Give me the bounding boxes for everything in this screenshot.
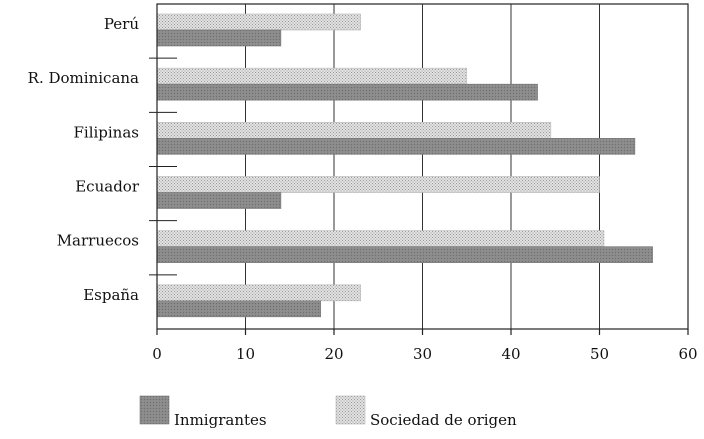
bar-sociedad-de-origen (156, 122, 552, 139)
bars (156, 13, 653, 318)
category-label: Filipinas (73, 123, 139, 141)
grid-lines (245, 4, 600, 329)
legend-label-sociedad-de-origen: Sociedad de origen (370, 411, 517, 429)
bar-sociedad-de-origen (156, 230, 605, 247)
x-tick-label: 10 (236, 345, 255, 363)
bar-sociedad-de-origen (156, 67, 468, 85)
legend-swatch-sociedad-de-origen (335, 395, 366, 425)
legend-label-inmigrantes: Inmigrantes (174, 411, 267, 429)
bar-inmigrantes (156, 300, 322, 318)
x-tick-label: 30 (413, 345, 432, 363)
x-tick-label: 60 (678, 345, 697, 363)
legend-swatch-inmigrantes (139, 395, 170, 425)
bar-inmigrantes (156, 138, 636, 155)
bar-sociedad-de-origen (156, 13, 361, 31)
axis-ticks (149, 57, 689, 335)
category-label: Ecuador (75, 178, 140, 196)
category-label: Marruecos (57, 232, 139, 250)
bar-sociedad-de-origen (156, 176, 600, 193)
category-label: R. Dominicana (28, 69, 139, 87)
bar-sociedad-de-origen (156, 284, 361, 302)
bar-inmigrantes (156, 246, 653, 263)
axis-labels: 0 10 20 30 40 50 60 Perú R. Dominicana Filipinas E… (28, 15, 698, 363)
bar-inmigrantes (156, 29, 282, 47)
bar-inmigrantes (156, 83, 538, 101)
x-tick-label: 50 (590, 345, 609, 363)
x-tick-label: 0 (152, 345, 162, 363)
legend: Inmigrantes Sociedad de origen (139, 395, 517, 429)
bar-inmigrantes (156, 192, 282, 209)
category-label: España (83, 286, 139, 304)
x-tick-label: 20 (324, 345, 343, 363)
x-tick-label: 40 (501, 345, 520, 363)
category-label: Perú (104, 15, 139, 33)
